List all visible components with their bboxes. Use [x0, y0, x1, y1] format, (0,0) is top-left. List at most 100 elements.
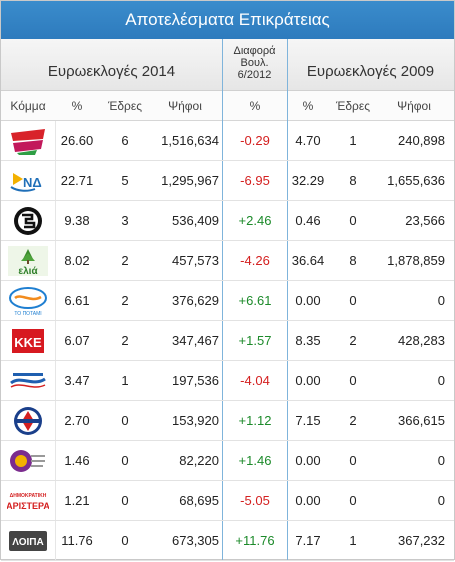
nd-logo: ΝΔ [7, 165, 49, 197]
col-header-seats: Έδρες [107, 99, 143, 113]
seats-cell: 5 [121, 173, 129, 188]
table-row: ελιά 8.02 2 457,573 -4.26 36.64 8 1,878,859 [1, 241, 454, 281]
laos-logo [7, 405, 49, 437]
svg-text:ΤΟ ΠΟΤΑΜΙ: ΤΟ ΠΟΤΑΜΙ [14, 311, 41, 317]
pct09-cell: 0.00 [295, 453, 321, 468]
table-row: ΛΟΙΠΑ 11.76 0 673,305 +11.76 7.17 1 367,232 [1, 521, 454, 561]
table-row: ΝΔ 22.71 5 1,295,967 -6.95 32.29 8 1,655,636 [1, 161, 454, 201]
votes09-cell: 1,878,859 [387, 253, 445, 268]
seats-cell: 2 [121, 253, 129, 268]
pct09-cell: 0.00 [295, 493, 321, 508]
svg-text:ελιά: ελιά [18, 266, 38, 277]
golden-dawn-logo [7, 205, 49, 237]
diff-header-line-2: Βουλ. [240, 57, 269, 69]
votes-cell: 1,516,634 [161, 133, 219, 148]
svg-text:ΚΚΕ: ΚΚΕ [14, 335, 42, 350]
pct-cell: 1.21 [64, 493, 90, 508]
seats-cell: 0 [121, 453, 129, 468]
pct-cell: 11.76 [61, 533, 93, 548]
pct-cell: 6.07 [64, 333, 90, 348]
votes-cell: 536,409 [172, 213, 219, 228]
diff-header-line-1: Διαφορά [233, 45, 276, 57]
seats-cell: 3 [121, 213, 129, 228]
votes09-cell: 0 [437, 373, 445, 388]
seats09-cell: 0 [349, 293, 357, 308]
votes09-cell: 240,898 [398, 133, 445, 148]
panel-title: Αποτελέσματα Επικράτειας [1, 1, 454, 39]
seats09-cell: 0 [349, 213, 357, 228]
votes09-cell: 367,232 [398, 533, 445, 548]
pct09-cell: 4.70 [295, 133, 321, 148]
pct09-cell: 32.29 [291, 173, 325, 188]
votes09-cell: 0 [437, 453, 445, 468]
diff-cell: -0.29 [240, 133, 270, 148]
col-header-diff-pct: % [249, 99, 261, 113]
diff-cell: +6.61 [238, 293, 272, 308]
table-row: 3.47 1 197,536 -4.04 0.00 0 0 [1, 361, 454, 401]
seats-cell: 6 [121, 133, 129, 148]
diff-cell: +1.12 [238, 413, 272, 428]
table-row: 2.70 0 153,920 +1.12 7.15 2 366,615 [1, 401, 454, 441]
votes-cell: 673,305 [172, 533, 219, 548]
diff-cell: -4.26 [240, 253, 270, 268]
votes09-cell: 0 [437, 493, 445, 508]
diff-cell: -6.95 [240, 173, 270, 188]
seats-cell: 0 [121, 533, 129, 548]
seats09-cell: 0 [349, 493, 357, 508]
pct09-cell: 7.15 [295, 413, 321, 428]
kke-logo: ΚΚΕ [7, 325, 49, 357]
elia-logo: ελιά [7, 245, 49, 277]
votes09-cell: 1,655,636 [387, 173, 445, 188]
diff-cell: +11.76 [235, 533, 275, 548]
diff-cell: +1.46 [238, 453, 272, 468]
votes-cell: 347,467 [172, 333, 219, 348]
pct-cell: 9.38 [64, 213, 90, 228]
divider-left [222, 39, 223, 561]
pct-cell: 3.47 [64, 373, 90, 388]
pct09-cell: 0.00 [295, 293, 321, 308]
table-row: 9.38 3 536,409 +2.46 0.46 0 23,566 [1, 201, 454, 241]
table-row: 26.60 6 1,516,634 -0.29 4.70 1 240,898 [1, 121, 454, 161]
seats09-cell: 8 [349, 253, 357, 268]
votes-cell: 153,920 [172, 413, 219, 428]
seats-cell: 2 [121, 333, 129, 348]
votes-cell: 457,573 [172, 253, 219, 268]
pct-cell: 6.61 [64, 293, 90, 308]
seats-cell: 0 [121, 493, 129, 508]
pct09-cell: 7.17 [295, 533, 321, 548]
votes09-cell: 23,566 [405, 213, 445, 228]
diff-group-label: Διαφορά Βουλ. 6/2012 [222, 41, 287, 89]
svg-text:ΑΡΙΣΤΕΡΑ: ΑΡΙΣΤΕΡΑ [7, 501, 49, 511]
col-header-pct: % [71, 99, 83, 113]
diff-header-line-3: 6/2012 [237, 69, 272, 81]
seats09-cell: 1 [349, 133, 357, 148]
diff-cell: +1.57 [238, 333, 272, 348]
votes-cell: 197,536 [172, 373, 219, 388]
pct-cell: 8.02 [64, 253, 90, 268]
group-header: Ευρωεκλογές 2014 Διαφορά Βουλ. 6/2012 Ευ… [1, 39, 454, 91]
seats-cell: 2 [121, 293, 129, 308]
col-header-pct09: % [302, 99, 314, 113]
enosi-kentroon-logo [7, 445, 49, 477]
diff-cell: +2.46 [238, 213, 272, 228]
col-header-votes09: Ψήφοι [397, 99, 431, 113]
votes-cell: 82,220 [179, 453, 219, 468]
pct-cell: 26.60 [60, 133, 94, 148]
divider-right [287, 39, 288, 561]
pct09-cell: 0.00 [295, 373, 321, 388]
seats09-cell: 1 [349, 533, 357, 548]
svg-text:ΛΟΙΠΑ: ΛΟΙΠΑ [12, 537, 43, 548]
diff-cell: -4.04 [240, 373, 270, 388]
votes-cell: 1,295,967 [161, 173, 219, 188]
table-row: ΚΚΕ 6.07 2 347,467 +1.57 8.35 2 428,283 [1, 321, 454, 361]
pct-cell: 1.46 [64, 453, 90, 468]
pct09-cell: 36.64 [291, 253, 325, 268]
pct09-cell: 0.46 [295, 213, 321, 228]
table-row: ΤΟ ΠΟΤΑΜΙ 6.61 2 376,629 +6.61 0.00 0 0 [1, 281, 454, 321]
dimar-logo: ΔΗΜΟΚΡΑΤΙΚΗ ΑΡΙΣΤΕΡΑ [6, 485, 50, 517]
anel-logo [7, 365, 49, 397]
seats09-cell: 2 [349, 333, 357, 348]
group-2014-label: Ευρωεκλογές 2014 [47, 63, 176, 80]
column-headers: Κόμμα % Έδρες Ψήφοι % % Έδρες Ψήφοι [1, 91, 454, 121]
